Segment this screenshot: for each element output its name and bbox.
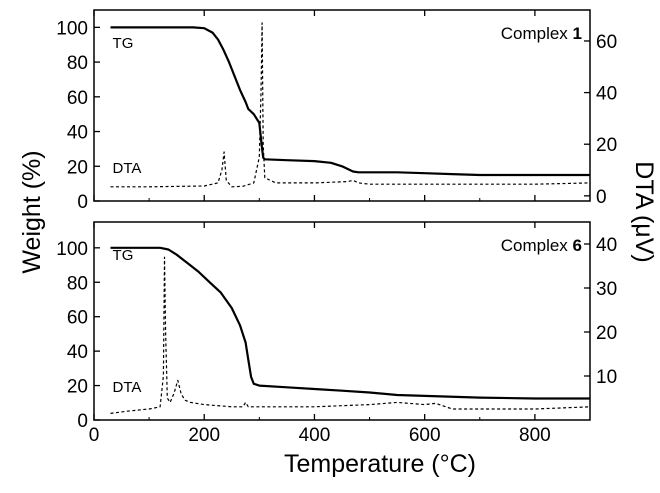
plot-frame <box>93 9 591 202</box>
x-tick-label: 400 <box>299 425 331 446</box>
panel-label-text: Complex <box>501 24 573 43</box>
panel-label: Complex 1 <box>501 24 582 43</box>
y2-tick-label: 60 <box>596 32 617 53</box>
series-label-tg: TG <box>113 35 134 52</box>
panel-complex-6: 0 200 400 600 800 0 20 40 60 80 100 10 20 30 40 TG DTA Co… <box>56 221 617 446</box>
series-label-dta: DTA <box>113 379 142 396</box>
panel-label-number: 1 <box>573 24 582 43</box>
y-tick-label: 60 <box>67 88 88 109</box>
series-label-dta: DTA <box>113 160 142 177</box>
y2-tick-label: 40 <box>596 84 617 105</box>
x-axis-title: Temperature (°C) <box>284 450 476 478</box>
y-tick-label: 0 <box>77 411 88 432</box>
plot-frame <box>93 221 591 421</box>
y-tick-label: 80 <box>67 53 88 74</box>
panel-label-number: 6 <box>573 236 582 255</box>
y-tick-label: 0 <box>77 192 88 213</box>
series-label-tg: TG <box>113 247 134 264</box>
y2-tick-label: 30 <box>596 279 617 300</box>
y-tick-label: 80 <box>67 273 88 294</box>
y2-tick-label: 10 <box>596 367 617 388</box>
series-tg-line <box>110 246 590 400</box>
y-tick-label: 40 <box>67 123 88 144</box>
y-axis-title-right: DTA (μV) <box>630 161 658 262</box>
series-dta-line <box>110 22 591 188</box>
y-tick-label: 40 <box>67 342 88 363</box>
panel-label: Complex 6 <box>501 236 582 255</box>
x-tick-label: 600 <box>409 425 441 446</box>
y-tick-label: 100 <box>56 18 88 39</box>
y2-tick-label: 20 <box>596 323 617 344</box>
panel-complex-1: 0 20 40 60 80 100 0 20 40 60 TG DTA Complex 1 <box>56 9 617 213</box>
x-tick-label: 0 <box>89 425 100 446</box>
y-tick-label: 60 <box>67 308 88 329</box>
x-tick-label: 800 <box>519 425 551 446</box>
y2-tick-label: 0 <box>596 187 607 208</box>
panel-label-text: Complex <box>501 236 573 255</box>
y2-tick-label: 40 <box>596 235 617 256</box>
y-tick-label: 20 <box>67 157 88 178</box>
y2-tick-label: 20 <box>596 135 617 156</box>
y-axis-title-left: Weight (%) <box>18 150 46 273</box>
series-tg-line <box>110 26 590 177</box>
y-tick-label: 100 <box>56 239 88 260</box>
series-dta-line <box>110 256 591 414</box>
x-tick-label: 200 <box>188 425 220 446</box>
y-tick-label: 20 <box>67 377 88 398</box>
